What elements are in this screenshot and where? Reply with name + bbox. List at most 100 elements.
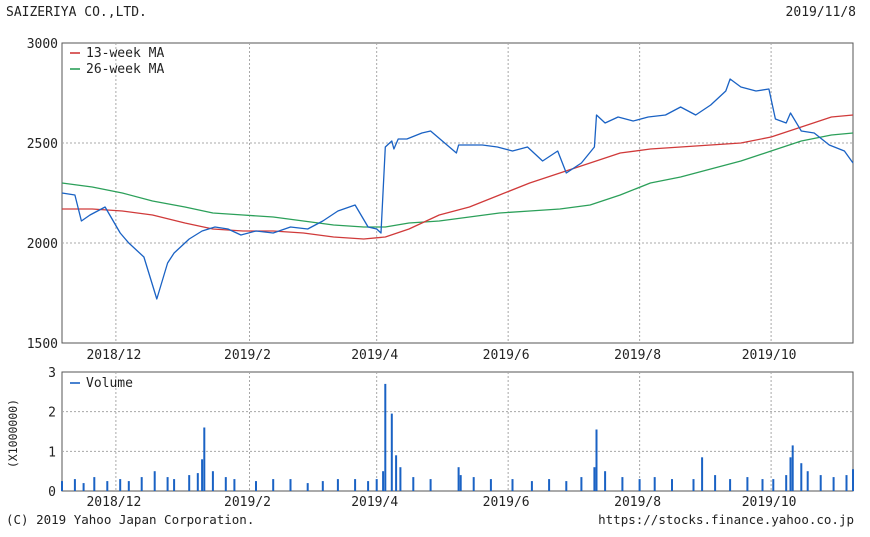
ma13-line — [62, 114, 854, 240]
volume-y-tick-label: 2 — [48, 406, 56, 421]
volume-bar — [604, 471, 607, 491]
volume-bar — [580, 477, 583, 491]
volume-bar — [638, 479, 641, 491]
report-date: 2019/11/8 — [785, 5, 856, 20]
volume-bar — [746, 477, 749, 491]
volume-bar — [772, 479, 775, 491]
ma26-line — [61, 132, 854, 228]
price-x-tick-label: 2019/10 — [742, 348, 797, 363]
volume-bar — [729, 479, 732, 491]
volume-bar — [375, 479, 378, 491]
volume-bar — [852, 469, 854, 491]
volume-bar — [789, 457, 792, 491]
volume-bar — [671, 479, 673, 491]
price-x-tick-label: 2019/2 — [224, 348, 271, 363]
price-x-tick-label: 2018/12 — [86, 348, 141, 363]
company-title: SAIZERIYA CO.,LTD. — [6, 5, 147, 20]
volume-bar — [367, 481, 370, 491]
volume-bar — [106, 481, 109, 491]
volume-bar — [73, 479, 76, 491]
volume-bar — [761, 479, 764, 491]
volume-bar — [127, 481, 130, 491]
volume-bar — [188, 475, 191, 491]
volume-y-tick-label: 1 — [48, 445, 56, 460]
source-url: https://stocks.finance.yahoo.co.jp — [598, 512, 854, 527]
volume-y-tick-label: 0 — [48, 485, 56, 500]
price-y-tick-label: 3000 — [27, 37, 58, 52]
volume-bar — [153, 471, 156, 491]
volume-bar — [211, 471, 214, 491]
volume-bar — [593, 467, 596, 491]
volume-x-tick-label: 2018/12 — [86, 495, 141, 510]
volume-bar — [621, 477, 624, 491]
volume-bar — [306, 483, 309, 491]
volume-bar — [390, 413, 393, 491]
volume-bar — [511, 479, 514, 491]
volume-bar — [457, 467, 460, 491]
volume-bar — [832, 477, 835, 491]
volume-plot-frame — [61, 371, 854, 492]
volume-x-tick-label: 2019/10 — [742, 495, 797, 510]
volume-bar — [255, 481, 257, 491]
volume-bar — [336, 479, 339, 491]
price-line — [61, 78, 854, 300]
volume-y-tick-label: 3 — [48, 366, 56, 381]
volume-bar — [653, 477, 656, 491]
volume-bar — [791, 445, 794, 491]
volume-x-tick-label: 2019/2 — [224, 495, 271, 510]
volume-bar — [61, 481, 63, 491]
volume-bar — [701, 457, 704, 491]
price-y-tick-label: 2000 — [27, 237, 58, 252]
volume-bar — [714, 475, 717, 491]
volume-bar — [196, 473, 199, 491]
volume-bar — [384, 383, 387, 491]
volume-bar — [289, 479, 292, 491]
volume-bar — [472, 477, 475, 491]
volume-bar — [806, 471, 809, 491]
volume-bar — [785, 475, 788, 491]
volume-bar — [233, 479, 236, 491]
volume-bar — [595, 429, 598, 491]
volume-bar — [140, 477, 143, 491]
volume-bar — [819, 475, 822, 491]
price-y-tick-label: 1500 — [27, 337, 58, 352]
volume-bar — [82, 483, 85, 491]
ma26-legend-label: 26-week MA — [86, 62, 164, 77]
volume-bar — [489, 479, 492, 491]
volume-bar — [382, 471, 385, 491]
volume-bar — [548, 479, 551, 491]
volume-legend-label: Volume — [86, 376, 133, 391]
volume-y-axis-label: (X1000000) — [6, 399, 20, 468]
volume-bar — [321, 481, 324, 491]
volume-bar — [203, 427, 206, 491]
price-x-tick-label: 2019/4 — [351, 348, 398, 363]
price-x-tick-label: 2019/8 — [614, 348, 661, 363]
volume-bar — [399, 467, 402, 491]
volume-bar — [412, 477, 415, 491]
volume-bar — [119, 479, 122, 491]
volume-bar — [272, 479, 275, 491]
volume-x-tick-label: 2019/4 — [351, 495, 398, 510]
price-plot-frame — [61, 42, 854, 344]
volume-bar — [845, 475, 848, 491]
copyright-text: (C) 2019 Yahoo Japan Corporation. — [6, 512, 255, 527]
volume-bar — [800, 463, 803, 491]
volume-bar — [692, 479, 695, 491]
volume-bar — [173, 479, 176, 491]
volume-bar — [93, 477, 96, 491]
price-x-tick-label: 2019/6 — [483, 348, 530, 363]
volume-bar — [429, 479, 432, 491]
volume-bar — [459, 475, 462, 491]
volume-x-tick-label: 2019/8 — [614, 495, 661, 510]
ma13-legend-label: 13-week MA — [86, 46, 164, 61]
volume-bar — [201, 459, 204, 491]
volume-bar — [224, 477, 227, 491]
volume-bar — [166, 477, 169, 491]
price-y-tick-label: 2500 — [27, 137, 58, 152]
volume-x-tick-label: 2019/6 — [483, 495, 530, 510]
volume-bar — [354, 479, 357, 491]
volume-bar — [565, 481, 568, 491]
volume-bar — [530, 481, 533, 491]
